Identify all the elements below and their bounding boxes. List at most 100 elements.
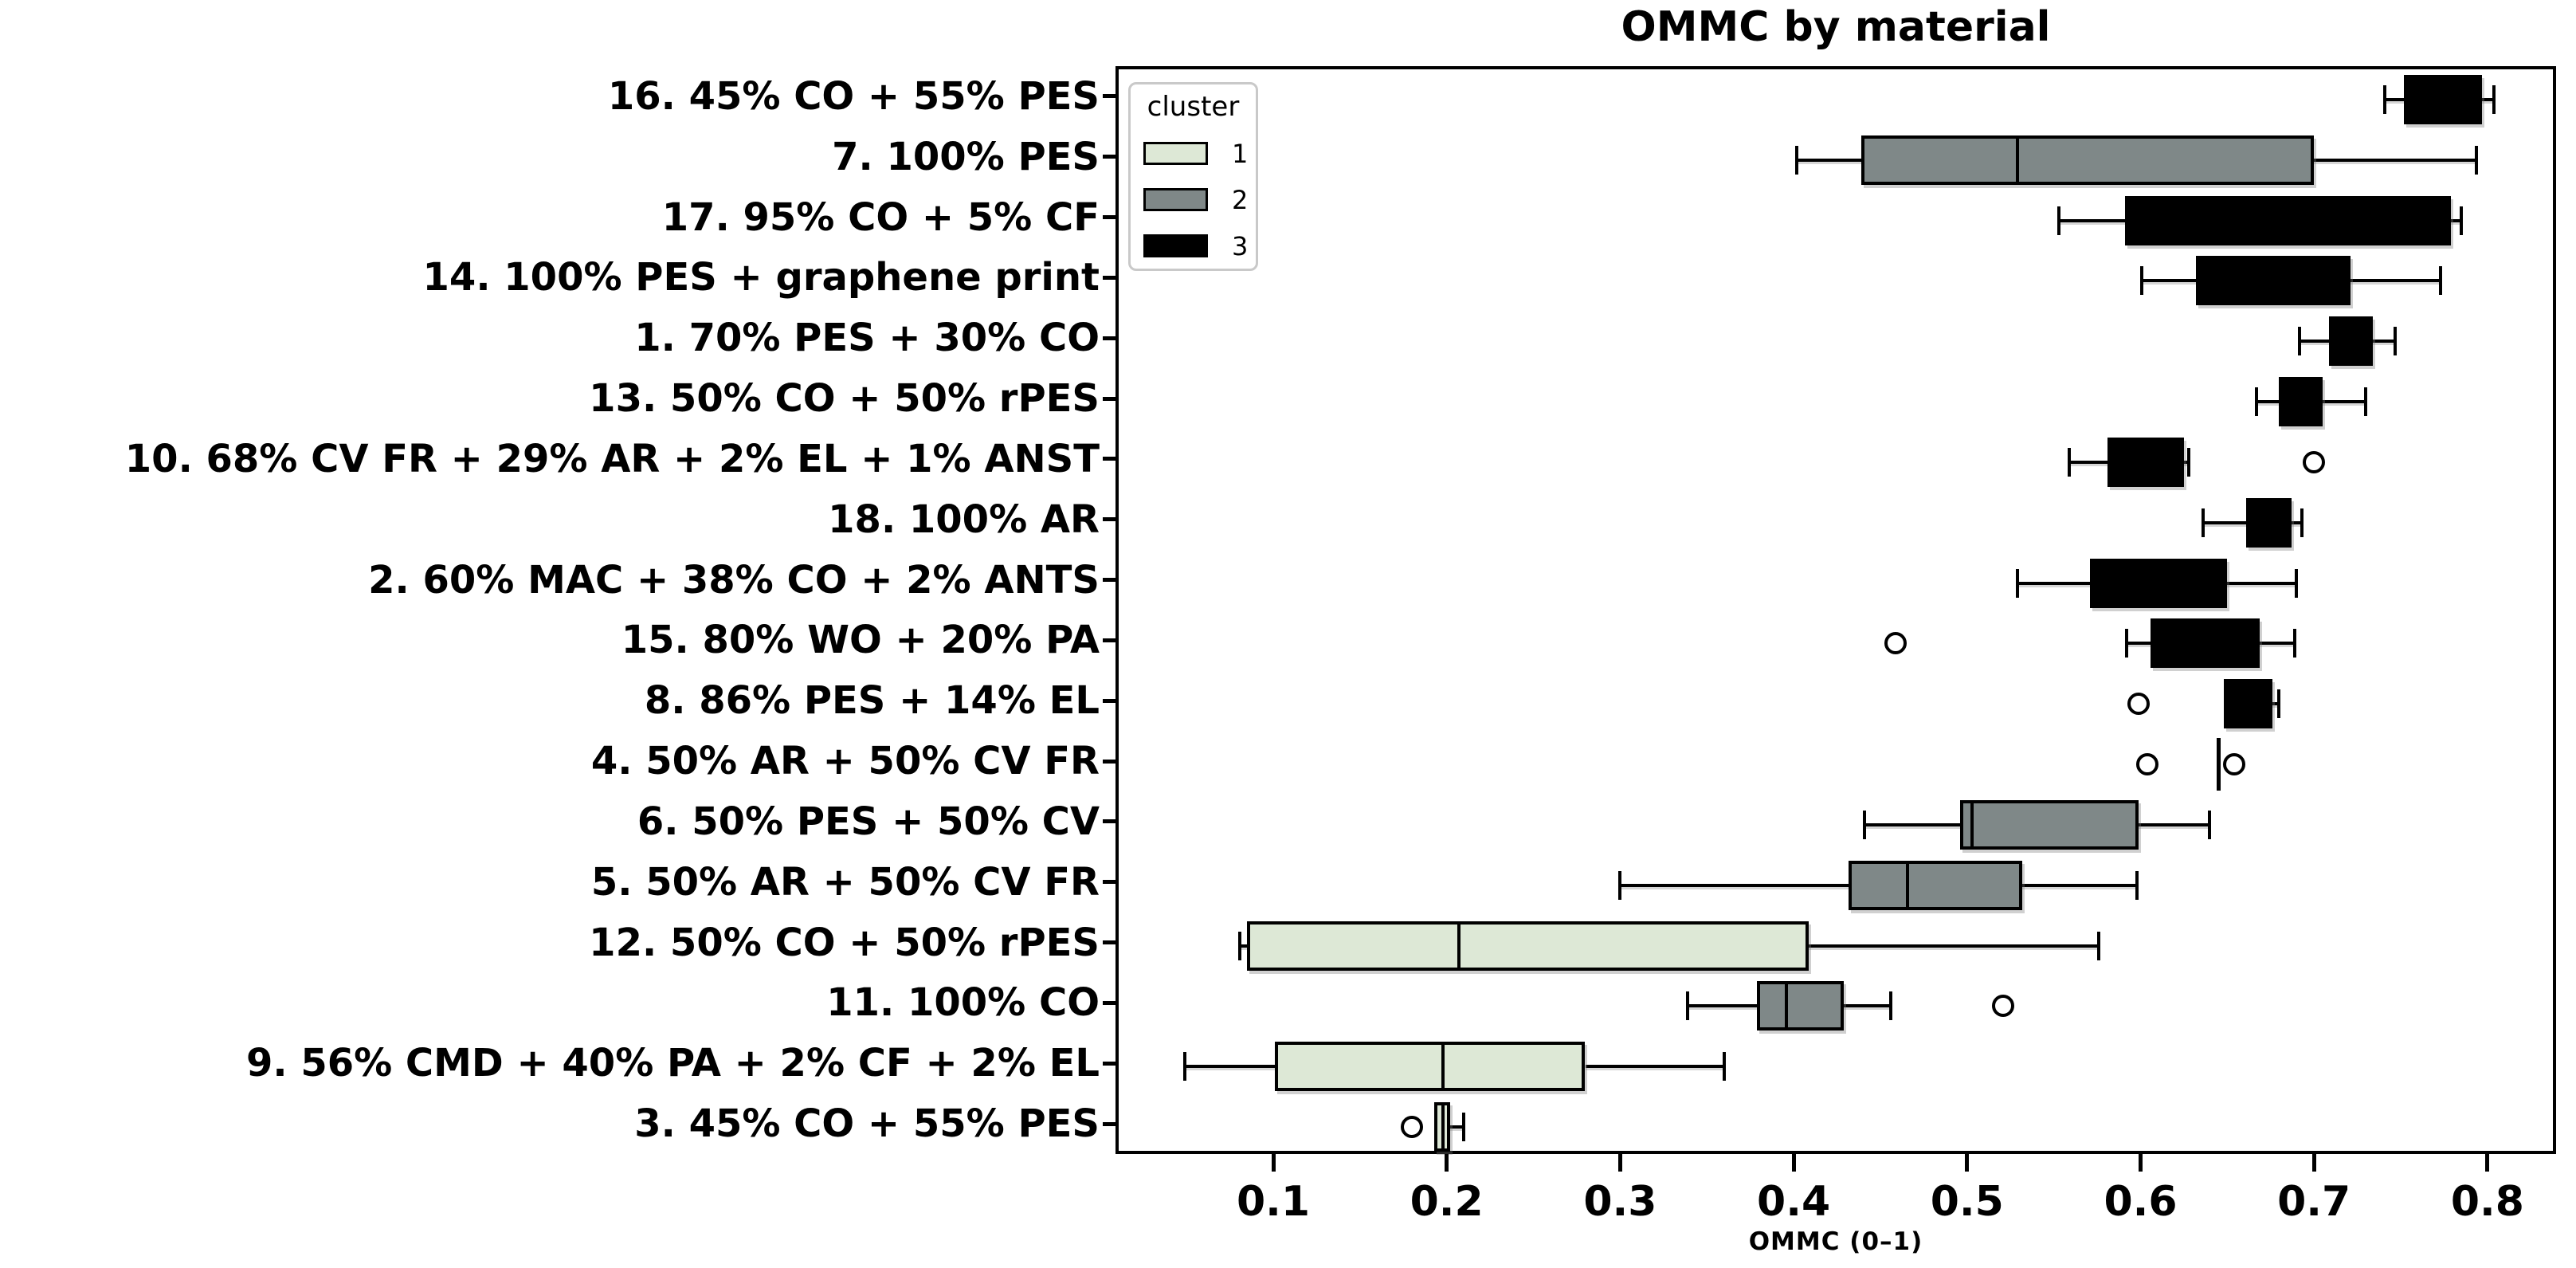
whisker-low <box>1797 158 1861 162</box>
outlier-point <box>2127 693 2150 716</box>
legend-entry-label: 3 <box>1232 231 1249 261</box>
legend-title: cluster <box>1147 91 1240 123</box>
x-tick <box>2485 1154 2490 1172</box>
whisker-high <box>1809 944 2099 948</box>
whisker-cap-low <box>1182 1052 1186 1082</box>
whisker-low <box>2385 97 2405 101</box>
whisker-cap-low <box>1685 991 1689 1021</box>
median-line <box>1457 922 1461 969</box>
y-tick <box>1103 578 1116 583</box>
whisker-low <box>1620 883 1849 887</box>
legend-entry-label: 2 <box>1232 185 1249 215</box>
whisker-low <box>2300 340 2330 343</box>
whisker-cap-high <box>1462 1113 1466 1142</box>
y-tick <box>1103 94 1116 99</box>
y-tick <box>1103 275 1116 280</box>
x-tick-label: 0.8 <box>2450 1178 2524 1226</box>
y-tick <box>1103 819 1116 824</box>
whisker-high <box>1449 1125 1464 1129</box>
x-tick <box>1791 1154 1796 1172</box>
whisker-cap-low <box>2056 206 2060 235</box>
y-tick <box>1103 759 1116 764</box>
outlier-point <box>2302 450 2325 473</box>
y-axis-category-label: 5. 50% AR + 50% CV FR <box>590 859 1100 905</box>
whisker-low <box>2058 218 2125 222</box>
whisker-low <box>1184 1065 1275 1069</box>
y-axis-category-label: 17. 95% CO + 5% CF <box>661 194 1100 240</box>
whisker-cap-high <box>2492 84 2496 114</box>
x-tick-label: 0.7 <box>2277 1178 2351 1226</box>
y-axis-category-label: 15. 80% WO + 20% PA <box>621 618 1100 663</box>
whisker-cap-low <box>2124 629 2128 658</box>
median-line <box>2158 559 2162 607</box>
x-tick <box>1445 1154 1449 1172</box>
y-tick <box>1103 457 1116 461</box>
plot-area <box>1115 66 2556 1154</box>
whisker-cap-high <box>2475 145 2479 175</box>
y-axis-category-label: 12. 50% CO + 50% rPES <box>589 920 1100 965</box>
boxplot-box <box>1860 135 2314 185</box>
median-line <box>1785 983 1789 1030</box>
legend-entry-label: 1 <box>1232 139 1249 169</box>
y-tick <box>1103 396 1116 401</box>
y-axis-category-label: 16. 45% CO + 55% PES <box>607 73 1100 119</box>
y-axis-category-label: 18. 100% AR <box>828 497 1100 542</box>
whisker-high <box>2482 97 2495 101</box>
whisker-cap-low <box>1618 870 1622 900</box>
y-axis-category-label: 11. 100% CO <box>826 980 1100 1026</box>
x-tick-label: 0.6 <box>2104 1178 2178 1226</box>
y-axis-category-label: 10. 68% CV FR + 29% AR + 2% EL + 1% ANST <box>124 436 1100 481</box>
outlier-point <box>2135 753 2158 776</box>
whisker-cap-low <box>2383 84 2387 114</box>
x-tick <box>1271 1154 1276 1172</box>
x-tick <box>2139 1154 2143 1172</box>
whisker-cap-low <box>2067 447 2071 477</box>
boxplot-box-collapsed <box>2216 738 2221 791</box>
y-tick <box>1103 155 1116 159</box>
x-tick-label: 0.3 <box>1583 1178 1657 1226</box>
chart-title: OMMC by material <box>1621 3 2051 51</box>
whisker-low <box>2202 520 2246 524</box>
whisker-cap-high <box>2208 810 2212 839</box>
boxplot-box <box>2404 74 2482 124</box>
median-line <box>2267 257 2271 304</box>
y-tick <box>1103 698 1116 703</box>
y-axis-category-label: 6. 50% PES + 50% CV <box>637 799 1100 844</box>
x-tick <box>2311 1154 2316 1172</box>
boxplot-box <box>1757 981 1844 1031</box>
y-axis-category-label: 9. 56% CMD + 40% PA + 2% CF + 2% EL <box>245 1041 1100 1086</box>
whisker-high <box>2022 883 2137 887</box>
outlier-point <box>2222 753 2245 776</box>
whisker-cap-high <box>2459 206 2463 235</box>
x-tick <box>1617 1154 1622 1172</box>
boxplot-box <box>1246 921 1809 971</box>
legend-swatch-cluster-3 <box>1143 234 1208 257</box>
whisker-high <box>2260 642 2295 646</box>
y-tick <box>1103 336 1116 340</box>
y-axis-category-label: 13. 50% CO + 50% rPES <box>589 376 1100 422</box>
y-tick <box>1103 1061 1116 1066</box>
whisker-cap-high <box>2300 508 2304 537</box>
whisker-high <box>2372 340 2396 343</box>
whisker-cap-low <box>2015 568 2019 598</box>
median-line <box>2445 76 2449 123</box>
whisker-low <box>1240 944 1247 948</box>
legend-swatch-cluster-1 <box>1143 142 1208 165</box>
boxplot-box <box>1849 860 2023 910</box>
whisker-cap-high <box>2096 931 2100 960</box>
whisker-high <box>2322 400 2366 404</box>
whisker-cap-low <box>2140 266 2144 296</box>
whisker-cap-high <box>2187 447 2191 477</box>
median-line <box>1970 801 1974 848</box>
whisker-high <box>2183 460 2190 464</box>
median-line <box>2286 197 2290 244</box>
x-tick-label: 0.4 <box>1757 1178 1831 1226</box>
median-line <box>1906 862 1910 909</box>
whisker-cap-high <box>2135 870 2139 900</box>
y-tick <box>1103 880 1116 885</box>
whisker-cap-high <box>2438 266 2442 296</box>
outlier-point <box>1400 1116 1423 1139</box>
y-tick <box>1103 638 1116 642</box>
x-tick-label: 0.2 <box>1410 1178 1484 1226</box>
median-line <box>1441 1104 1445 1151</box>
